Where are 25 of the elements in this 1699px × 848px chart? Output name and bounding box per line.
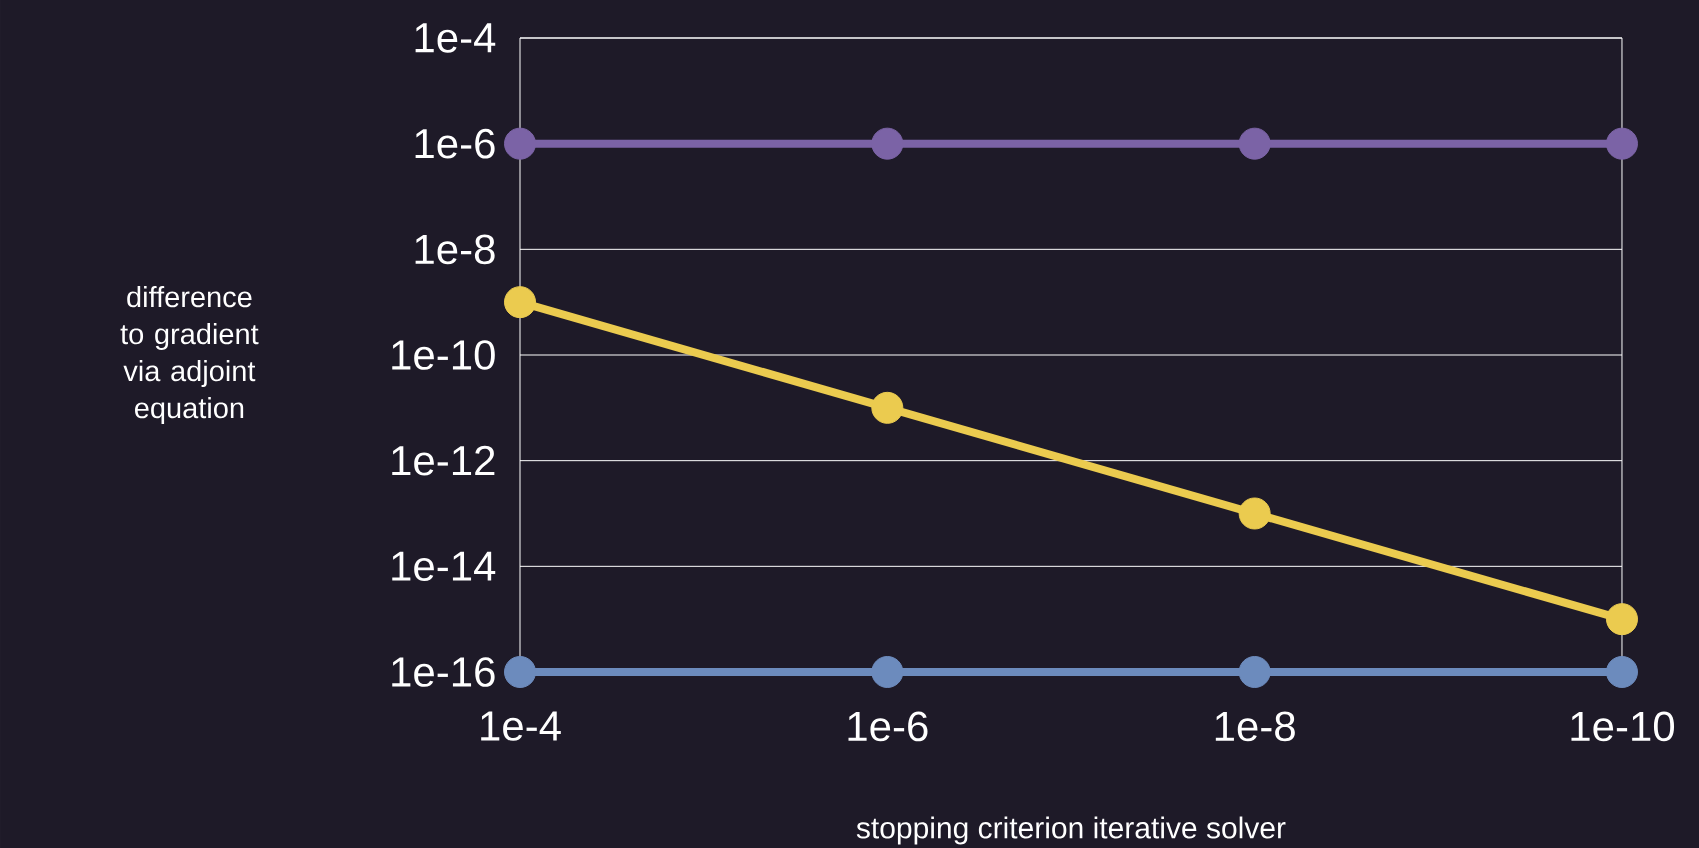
point (1238, 127, 1271, 160)
point (1238, 497, 1271, 530)
x-tick-label: 1e-10 (1571, 711, 1675, 742)
y-axis-title: difference to gradient via adjoint equation (120, 285, 259, 425)
x-tick-label: 1e-8 (1215, 711, 1295, 742)
point (871, 127, 904, 160)
y-tick-label: 1e-16 (392, 657, 495, 687)
y-tick-label: 1e-8 (415, 234, 495, 265)
point (871, 656, 904, 688)
point (504, 286, 537, 319)
y-tick-label: 1e-6 (415, 128, 495, 159)
x-axis-title: stopping criterion iterative solver (856, 816, 1286, 845)
point (504, 127, 537, 160)
point (1605, 127, 1638, 160)
point (504, 656, 537, 688)
x-tick-label: 1e-4 (481, 711, 561, 741)
point (1238, 656, 1271, 688)
y-tick-label: 1e-14 (392, 551, 496, 581)
point (1605, 656, 1638, 688)
y-tick-label: 1e-12 (392, 445, 495, 476)
x-tick-label: 1e-6 (848, 711, 928, 742)
y-tick-label: 1e-4 (415, 23, 496, 53)
y-tick-label: 1e-10 (392, 340, 495, 370)
point (1605, 603, 1638, 636)
point (871, 391, 904, 424)
